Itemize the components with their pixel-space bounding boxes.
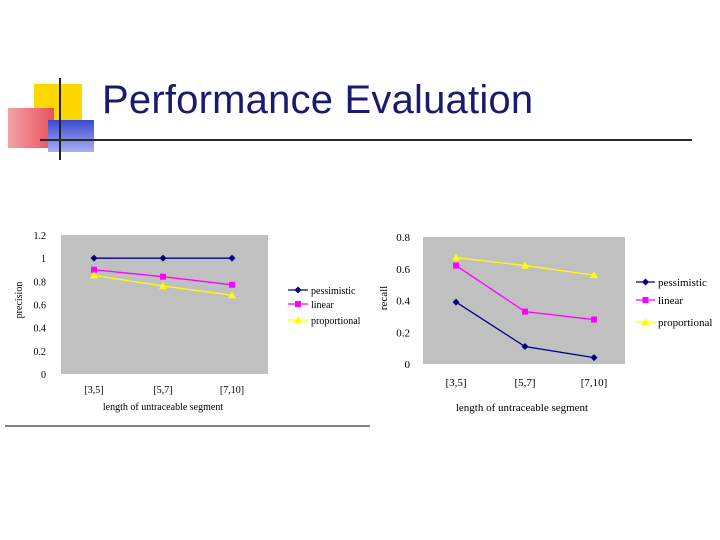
deco-vertical-line — [59, 78, 61, 160]
precision-chart-point-linear — [229, 281, 235, 288]
recall-chart-xtick-label: [3,5] — [445, 377, 466, 389]
recall-chart-point-pessimistic — [590, 354, 598, 362]
precision-chart-y-axis-label: precision — [14, 282, 25, 319]
recall-chart-point-linear — [522, 308, 528, 315]
precision-chart-ytick-label: 0.4 — [34, 324, 47, 335]
precision-chart-ytick-label: 0.8 — [34, 277, 47, 288]
precision-chart-x-axis-label: length of untraceable segment — [103, 402, 223, 413]
recall-chart-y-axis-label: recall — [378, 286, 390, 310]
precision-chart-point-pessimistic — [90, 254, 98, 262]
recall-chart-point-proportional — [521, 261, 529, 269]
recall-chart-point-proportional — [452, 253, 460, 261]
deco-blue-square — [48, 120, 94, 152]
precision-chart-ytick-label: 1.2 — [34, 231, 47, 242]
recall-chart-x-axis-label: length of untraceable segment — [456, 402, 588, 414]
recall-chart-point-proportional — [590, 271, 598, 279]
precision-chart-xtick-label: [5,7] — [153, 385, 172, 396]
title-underline — [40, 139, 692, 141]
precision-chart-legend-marker-linear — [295, 301, 301, 307]
recall-chart-ytick-label: 0.8 — [396, 232, 410, 244]
precision-chart-point-linear — [91, 266, 97, 273]
precision-chart-legend-label-proportional: proportional — [311, 316, 361, 327]
recall-chart-point-pessimistic — [521, 343, 529, 351]
recall-chart-xtick-label: [5,7] — [514, 377, 535, 389]
recall-chart-point-linear — [591, 316, 597, 323]
precision-chart-legend-marker-pessimistic — [294, 286, 302, 294]
precision-chart-point-proportional — [90, 271, 98, 279]
recall-chart-point-linear — [453, 262, 459, 269]
recall-chart-ytick-label: 0.4 — [396, 296, 410, 308]
precision-chart-legend-marker-proportional — [294, 316, 302, 323]
recall-chart-ytick-label: 0.6 — [396, 264, 410, 276]
recall-chart-legend-marker-linear — [642, 297, 649, 303]
precision-chart-point-pessimistic — [159, 254, 167, 262]
precision-chart-ytick-label: 0 — [41, 370, 46, 381]
precision-chart-plot-area — [61, 235, 268, 374]
precision-chart-ytick-label: 1 — [41, 254, 46, 265]
recall-chart-ytick-label: 0.2 — [396, 327, 410, 339]
precision-chart-xtick-label: [7,10] — [220, 385, 244, 396]
precision-chart-legend-label-pessimistic: pessimistic — [311, 286, 356, 297]
recall-chart-legend-marker-pessimistic — [642, 278, 649, 286]
precision-chart-point-proportional — [159, 281, 167, 289]
recall-chart-ytick-label: 0 — [405, 359, 411, 371]
precision-chart-legend-label-linear: linear — [311, 300, 334, 311]
recall-chart-xtick-label: [7,10] — [581, 377, 608, 389]
precision-chart-ytick-label: 0.2 — [34, 347, 47, 358]
recall-chart-legend-label-proportional: proportional — [658, 317, 712, 329]
title-decoration — [0, 70, 100, 160]
precision-chart-point-proportional — [228, 291, 236, 299]
recall-chart-legend-label-linear: linear — [658, 295, 683, 307]
precision-chart-xtick-label: [3,5] — [84, 385, 103, 396]
precision-chart-ytick-label: 0.6 — [34, 301, 47, 312]
precision-chart-point-pessimistic — [228, 254, 236, 262]
recall-chart-legend-marker-proportional — [641, 318, 650, 325]
slide-title: Performance Evaluation — [102, 78, 534, 122]
precision-chart-point-linear — [160, 273, 166, 280]
deco-red-square — [8, 108, 54, 148]
recall-chart-legend-label-pessimistic: pessimistic — [658, 277, 707, 289]
recall-chart-point-pessimistic — [452, 298, 460, 306]
